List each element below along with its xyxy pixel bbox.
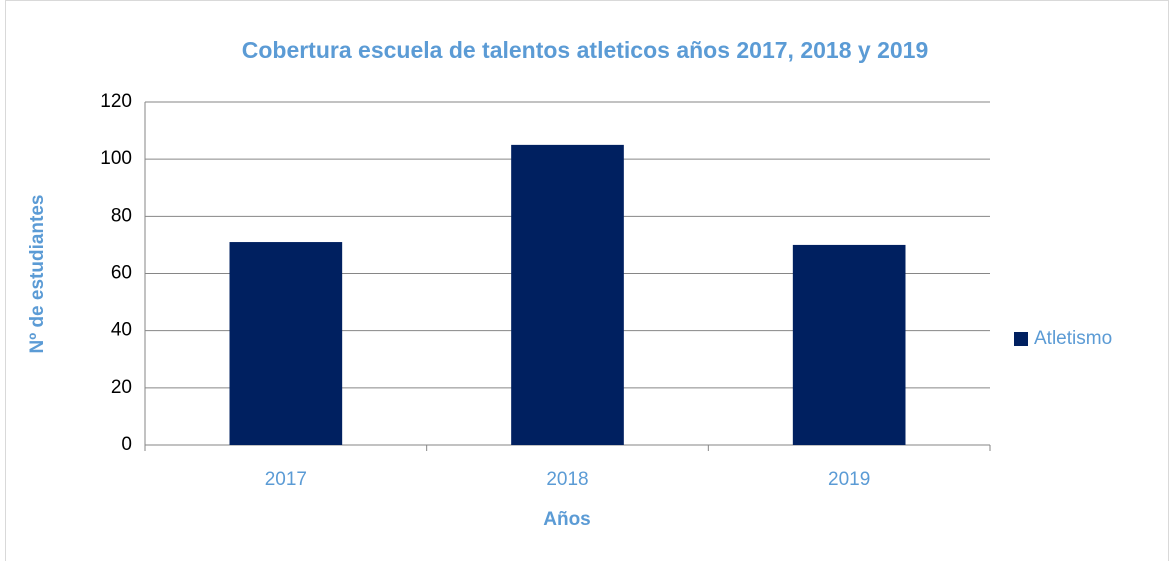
x-axis-label: Años (543, 509, 591, 530)
x-tick-label: 2018 (546, 469, 588, 490)
y-tick-label: 80 (111, 205, 132, 226)
y-tick-label: 0 (121, 434, 132, 455)
y-tick-label: 60 (111, 263, 132, 284)
y-tick-label: 20 (111, 377, 132, 398)
y-axis-label: Nº de estudiantes (27, 195, 48, 354)
y-tick-label: 100 (100, 148, 132, 169)
y-tick-label: 120 (100, 91, 132, 112)
bar (511, 144, 624, 445)
chart-title: Cobertura escuela de talentos atleticos … (242, 37, 929, 63)
bar (229, 242, 343, 445)
x-tick-label: 2017 (265, 469, 307, 490)
x-tick-label: 2019 (828, 469, 870, 490)
legend-label: Atletismo (1034, 328, 1112, 349)
bar (792, 244, 906, 445)
legend-swatch (1014, 332, 1028, 346)
y-tick-label: 40 (111, 320, 132, 341)
